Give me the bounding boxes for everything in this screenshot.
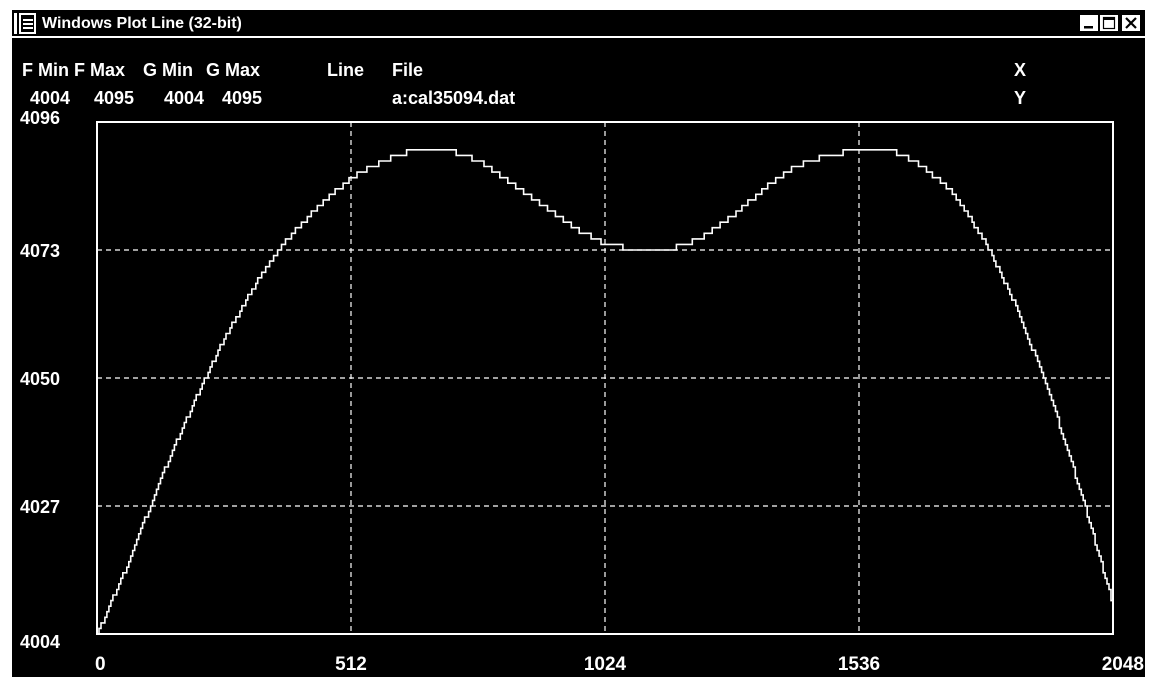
header-fmin-value: 4004	[30, 88, 71, 108]
x-tick-label: 0	[95, 654, 106, 675]
header-gmax-value: 4095	[222, 88, 263, 108]
header-gmin-value: 4004	[164, 88, 205, 108]
close-button[interactable]	[1121, 14, 1141, 32]
series-line	[97, 149, 1114, 635]
system-menu-icon[interactable]	[14, 13, 36, 34]
plot-window: Windows Plot Line (32-bit) F Min F Max G…	[12, 10, 1145, 677]
header-fmax-label: F Max	[74, 60, 126, 80]
title-bar[interactable]: Windows Plot Line (32-bit)	[12, 10, 1145, 38]
header-fmin-label: F Min	[22, 60, 69, 80]
y-tick-label: 4004	[20, 632, 60, 652]
close-icon	[1125, 17, 1137, 29]
y-tick-label: 4050	[20, 369, 60, 389]
header-gmin-label: G Min	[143, 60, 193, 80]
minimize-button[interactable]	[1079, 14, 1099, 32]
y-tick-label: 4027	[20, 497, 60, 517]
maximize-button[interactable]	[1099, 14, 1119, 32]
x-tick-label: 1024	[584, 654, 627, 675]
x-tick-label: 2048	[1102, 654, 1144, 675]
window-title: Windows Plot Line (32-bit)	[42, 15, 242, 32]
x-tick-label: 1536	[838, 654, 880, 675]
header-fmax-value: 4095	[94, 88, 135, 108]
header-file-value: a:cal35094.dat	[392, 88, 516, 108]
maximize-icon	[1102, 16, 1116, 30]
header-gmax-label: G Max	[206, 60, 261, 80]
minimize-icon	[1084, 26, 1093, 29]
x-tick-label: 512	[335, 654, 367, 675]
line-chart: 0 512 1024 1536 2048 4096 4073 4050 4027 4004	[20, 108, 1144, 675]
y-tick-label: 4073	[20, 241, 60, 261]
header-y-label: Y	[1014, 88, 1027, 108]
header-x-label: X	[1014, 60, 1027, 80]
header-file-label: File	[392, 60, 424, 80]
y-tick-label: 4096	[20, 108, 60, 128]
header-line-label: Line	[327, 60, 365, 80]
